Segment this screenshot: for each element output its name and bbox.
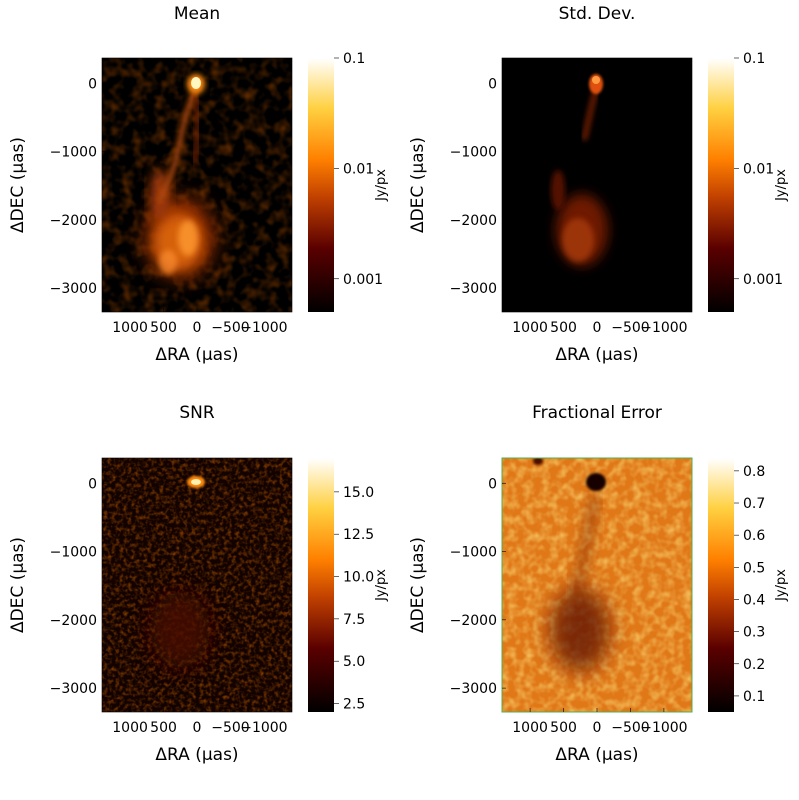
colorbar-label: Jy/px [374, 569, 389, 602]
colorbar-tick-label: 0.01 [343, 161, 374, 177]
colorbar-label: Jy/px [774, 169, 789, 202]
x-tick-label: 0 [193, 720, 202, 736]
y-axis-label: ΔDEC (μas) [408, 537, 428, 633]
x-tick-label: 0 [593, 320, 602, 336]
x-axis-label: ΔRA (μas) [555, 345, 638, 365]
colorbar-label: Jy/px [374, 169, 389, 202]
x-axis-label: ΔRA (μas) [155, 345, 238, 365]
y-tick-label: −1000 [450, 145, 497, 161]
x-tick-label: 1000 [112, 320, 148, 336]
y-tick-label: 0 [488, 76, 497, 92]
y-tick-labels: 0 −1000 −2000 −3000 [50, 76, 106, 297]
x-tick-label: 500 [150, 720, 177, 736]
colorbar-tick-label: 0.7 [743, 496, 765, 512]
y-tick-label: −2000 [50, 213, 97, 229]
y-tick-label: −3000 [450, 681, 497, 697]
colorbar: 0.1 0.01 0.001 Jy/px [308, 51, 389, 312]
x-tick-label: −1000 [640, 720, 687, 736]
y-tick-labels: 0 −1000 −2000 −3000 [450, 476, 506, 697]
colorbar-tick-label: 0.8 [743, 464, 765, 480]
panel-title: Mean [174, 4, 220, 24]
x-tick-label: −1000 [240, 720, 287, 736]
colorbar-tick-label: 0.01 [743, 161, 774, 177]
colorbar-gradient [708, 58, 734, 312]
x-tick-label: 0 [593, 720, 602, 736]
colorbar-gradient [308, 58, 334, 312]
colorbar-label: Jy/px [774, 569, 789, 602]
x-tick-label: −500 [211, 320, 249, 336]
colorbar-tick-label: 0.3 [743, 625, 765, 641]
colorbar: 15.0 12.5 10.0 7.5 5.0 2.5 Jy/px [308, 458, 389, 713]
colorbar: 0.1 0.01 0.001 Jy/px [708, 51, 789, 312]
y-tick-label: −2000 [50, 613, 97, 629]
y-tick-labels: 0 −1000 −2000 −3000 [450, 76, 506, 297]
x-tick-label: −500 [211, 720, 249, 736]
heatmap-image [502, 458, 692, 712]
x-tick-labels: 1000 500 0 −500−1000 [512, 308, 688, 336]
colorbar-tick-label: 2.5 [343, 697, 365, 713]
colorbar-tick-label: 0.4 [743, 592, 765, 608]
y-tick-label: 0 [488, 476, 497, 492]
y-axis-label: ΔDEC (μas) [8, 137, 28, 233]
x-tick-label: 500 [550, 320, 577, 336]
x-tick-label: 1000 [112, 720, 148, 736]
x-tick-label: 1000 [512, 720, 548, 736]
colorbar-tick-label: 0.001 [743, 272, 783, 288]
colorbar-tick-label: 0.6 [743, 528, 765, 544]
colorbar-tick-label: 0.1 [743, 51, 765, 67]
x-tick-label: −500 [611, 720, 649, 736]
y-tick-label: 0 [88, 76, 97, 92]
colorbar-tick-label: 0.001 [343, 272, 383, 288]
colorbar-tick-label: 0.1 [343, 51, 365, 67]
y-tick-label: 0 [88, 476, 97, 492]
colorbar-tick-label: 12.5 [343, 527, 374, 543]
colorbar-tick-label: 15.0 [343, 485, 374, 501]
x-tick-label: 0 [193, 320, 202, 336]
y-tick-label: −2000 [450, 613, 497, 629]
heatmap-image [102, 458, 292, 712]
colorbar-tick-label: 7.5 [343, 612, 365, 628]
x-tick-label: 500 [550, 720, 577, 736]
x-tick-label: −1000 [640, 320, 687, 336]
y-tick-label: −3000 [450, 281, 497, 297]
y-tick-labels: 0 −1000 −2000 −3000 [50, 476, 106, 697]
y-tick-label: −1000 [50, 545, 97, 561]
x-tick-label: 500 [150, 320, 177, 336]
colorbar-tick-label: 0.1 [743, 689, 765, 705]
panel-mean: Mean 1000 500 0 −500−1000 0−1000−2000−3000 … [8, 4, 389, 365]
y-tick-label: −3000 [50, 681, 97, 697]
y-tick-label: −1000 [50, 145, 97, 161]
colorbar: 0.8 0.7 0.6 0.5 0.4 0.3 0.2 0.1 Jy/px [708, 458, 789, 712]
y-tick-label: −2000 [450, 213, 497, 229]
colorbar-tick-label: 0.2 [743, 657, 765, 673]
heatmap-image [502, 58, 692, 312]
x-tick-labels: 1000 500 0 −500−1000 [112, 308, 288, 336]
x-tick-labels: 1000 500 0 −500−1000 [112, 708, 288, 736]
panel-fractional-error: Fractional Error 1000 500 0 −500−1000 0−100… [408, 403, 789, 765]
y-axis-label: ΔDEC (μas) [408, 137, 428, 233]
y-axis-label: ΔDEC (μas) [8, 537, 28, 633]
panel-std-dev: Std. Dev. 1000 500 0 −500−1000 0−1000−2000−… [408, 4, 789, 365]
panel-title: Std. Dev. [559, 4, 636, 24]
y-tick-label: −3000 [50, 281, 97, 297]
heatmap-image [102, 58, 292, 312]
colorbar-gradient [308, 458, 334, 712]
y-tick-label: −1000 [450, 545, 497, 561]
colorbar-tick-label: 5.0 [343, 654, 365, 670]
panel-snr: SNR 1000 500 0 −500−1000 0−1000−2000−3000 Δ… [8, 403, 389, 765]
colorbar-gradient [708, 458, 734, 712]
colorbar-tick-label: 0.5 [743, 560, 765, 576]
x-tick-label: −500 [611, 320, 649, 336]
panel-title: Fractional Error [532, 403, 662, 423]
x-tick-label: −1000 [240, 320, 287, 336]
x-axis-label: ΔRA (μas) [155, 745, 238, 765]
x-tick-labels: 1000 500 0 −500−1000 [512, 708, 688, 736]
panel-title: SNR [179, 403, 215, 423]
x-tick-label: 1000 [512, 320, 548, 336]
x-axis-label: ΔRA (μas) [555, 745, 638, 765]
colorbar-tick-label: 10.0 [343, 570, 374, 586]
